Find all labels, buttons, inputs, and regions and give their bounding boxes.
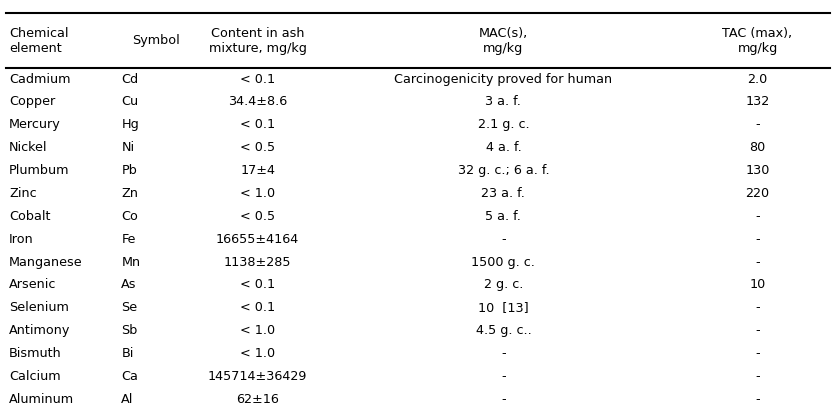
Text: Arsenic: Arsenic [9,279,56,291]
Text: 1138±285: 1138±285 [224,255,292,268]
Text: -: - [755,370,760,383]
Text: < 1.0: < 1.0 [240,347,275,360]
Text: < 0.1: < 0.1 [240,73,275,86]
Text: -: - [755,393,760,406]
Text: Cadmium: Cadmium [9,73,70,86]
Text: 5 a. f.: 5 a. f. [486,210,522,223]
Text: 32 g. c.; 6 a. f.: 32 g. c.; 6 a. f. [457,164,549,177]
Text: Nickel: Nickel [9,141,48,154]
Text: -: - [501,233,506,246]
Text: 2 g. c.: 2 g. c. [484,279,523,291]
Text: 4 a. f.: 4 a. f. [486,141,522,154]
Text: Cd: Cd [121,73,139,86]
Text: Copper: Copper [9,95,55,109]
Text: -: - [755,324,760,337]
Text: Mn: Mn [121,255,140,268]
Text: 2.1 g. c.: 2.1 g. c. [477,118,529,131]
Text: 2.0: 2.0 [747,73,767,86]
Text: -: - [501,370,506,383]
Text: MAC(s),
mg/kg: MAC(s), mg/kg [479,27,528,55]
Text: < 0.1: < 0.1 [240,302,275,314]
Text: Sb: Sb [121,324,138,337]
Text: 130: 130 [746,164,770,177]
Text: Se: Se [121,302,137,314]
Text: Hg: Hg [121,118,139,131]
Text: Ca: Ca [121,370,138,383]
Text: Co: Co [121,210,138,223]
Text: Chemical
element: Chemical element [9,27,69,55]
Text: Zn: Zn [121,187,139,200]
Text: Antimony: Antimony [9,324,70,337]
Text: 3 a. f.: 3 a. f. [486,95,522,109]
Text: Cobalt: Cobalt [9,210,50,223]
Text: 10  [13]: 10 [13] [478,302,528,314]
Text: < 0.5: < 0.5 [240,210,275,223]
Text: 1500 g. c.: 1500 g. c. [472,255,535,268]
Text: Manganese: Manganese [9,255,83,268]
Text: -: - [501,347,506,360]
Text: 23 a. f.: 23 a. f. [482,187,525,200]
Text: Aluminum: Aluminum [9,393,74,406]
Text: TAC (max),
mg/kg: TAC (max), mg/kg [722,27,793,55]
Text: 17±4: 17±4 [240,164,275,177]
Text: Bi: Bi [121,347,134,360]
Text: Iron: Iron [9,233,33,246]
Text: Al: Al [121,393,134,406]
Text: -: - [755,255,760,268]
Text: -: - [755,233,760,246]
Text: -: - [755,210,760,223]
Text: Calcium: Calcium [9,370,60,383]
Text: Content in ash
mixture, mg/kg: Content in ash mixture, mg/kg [209,27,307,55]
Text: Ni: Ni [121,141,135,154]
Text: < 0.5: < 0.5 [240,141,275,154]
Text: As: As [121,279,137,291]
Text: 80: 80 [749,141,766,154]
Text: -: - [755,302,760,314]
Text: -: - [755,118,760,131]
Text: Carcinogenicity proved for human: Carcinogenicity proved for human [395,73,613,86]
Text: Bismuth: Bismuth [9,347,62,360]
Text: < 1.0: < 1.0 [240,324,275,337]
Text: 16655±4164: 16655±4164 [216,233,299,246]
Text: Symbol: Symbol [131,34,180,47]
Text: 132: 132 [746,95,770,109]
Text: < 1.0: < 1.0 [240,187,275,200]
Text: 220: 220 [746,187,770,200]
Text: Mercury: Mercury [9,118,61,131]
Text: Pb: Pb [121,164,137,177]
Text: Fe: Fe [121,233,135,246]
Text: 4.5 g. c..: 4.5 g. c.. [476,324,532,337]
Text: Cu: Cu [121,95,139,109]
Text: -: - [755,347,760,360]
Text: 145714±36429: 145714±36429 [208,370,308,383]
Text: < 0.1: < 0.1 [240,279,275,291]
Text: 62±16: 62±16 [236,393,279,406]
Text: 10: 10 [749,279,766,291]
Text: 34.4±8.6: 34.4±8.6 [228,95,288,109]
Text: Zinc: Zinc [9,187,37,200]
Text: Selenium: Selenium [9,302,69,314]
Text: < 0.1: < 0.1 [240,118,275,131]
Text: -: - [501,393,506,406]
Text: Plumbum: Plumbum [9,164,69,177]
